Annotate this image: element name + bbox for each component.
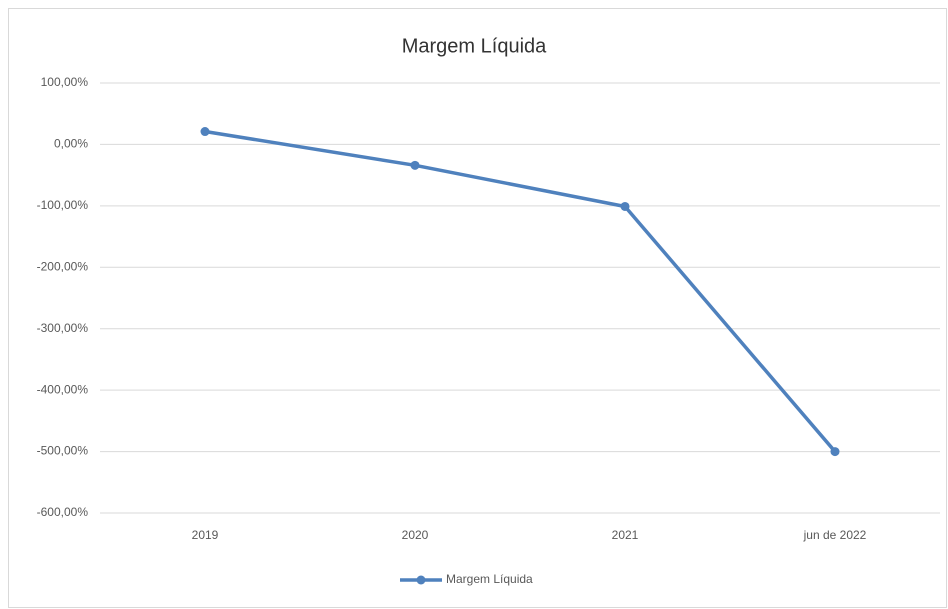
- legend-marker: [416, 575, 426, 585]
- y-tick-label: -500,00%: [37, 444, 89, 458]
- data-point: [830, 447, 840, 457]
- y-tick-label: 100,00%: [41, 75, 89, 89]
- x-tick-label: 2019: [192, 528, 219, 542]
- series-line: [204, 129, 837, 453]
- y-tick-label: -600,00%: [37, 505, 89, 519]
- x-tick-label: jun de 2022: [803, 528, 867, 542]
- chart-title: Margem Líquida: [402, 35, 547, 57]
- y-tick-label: -400,00%: [37, 382, 89, 396]
- chart-border: [8, 8, 947, 608]
- y-tick-label: 0,00%: [54, 137, 88, 151]
- data-point: [620, 201, 630, 211]
- x-tick-label: 2020: [402, 528, 429, 542]
- y-tick-label: -200,00%: [37, 259, 89, 273]
- data-point: [410, 160, 420, 170]
- y-tick-label: -300,00%: [37, 321, 89, 335]
- data-point: [200, 127, 210, 137]
- legend-label: Margem Líquida: [446, 572, 533, 586]
- x-tick-label: 2021: [612, 528, 639, 542]
- y-tick-label: -100,00%: [37, 198, 89, 212]
